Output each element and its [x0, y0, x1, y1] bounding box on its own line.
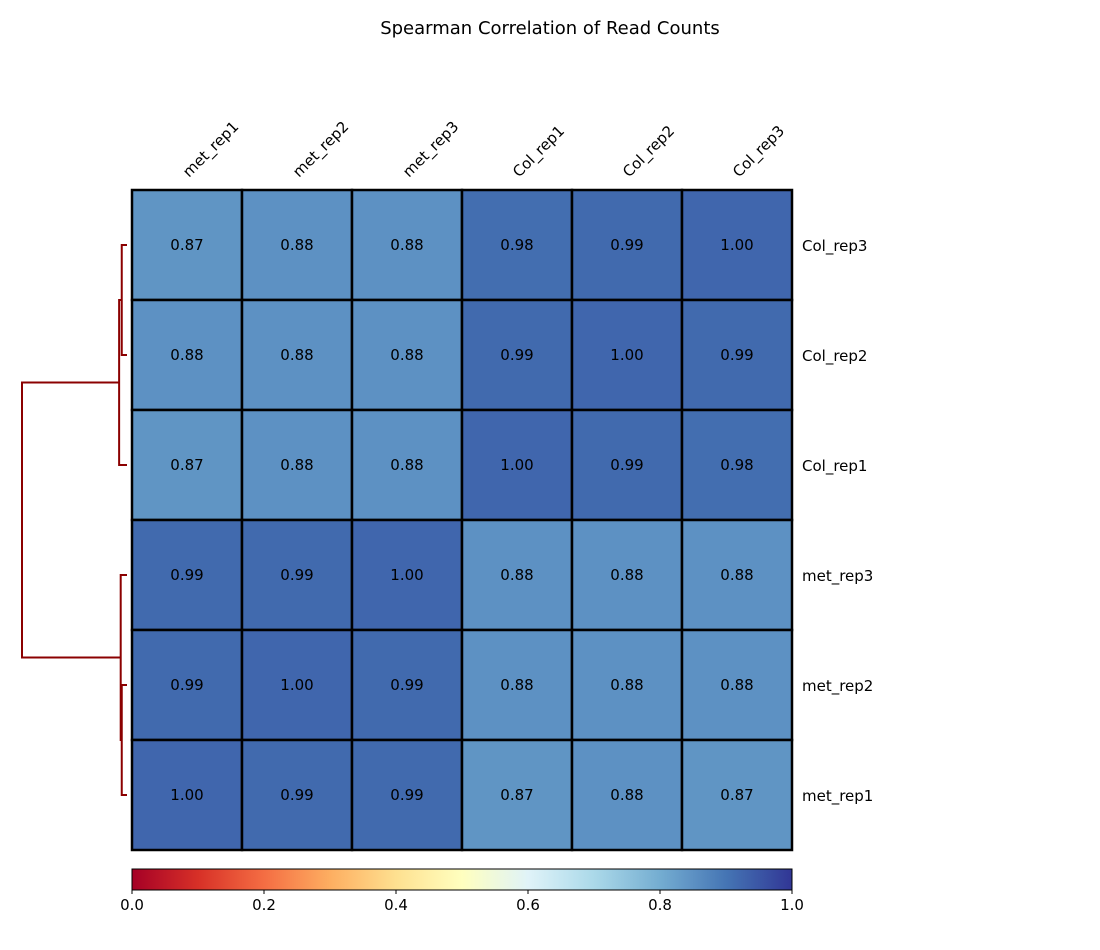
cell-value-label: 1.00: [500, 456, 533, 474]
colorbar-tick-label: 1.0: [780, 896, 804, 914]
colorbar-tick-label: 0.4: [384, 896, 408, 914]
row-label: Col_rep3: [802, 237, 867, 256]
cell-value-label: 0.98: [500, 236, 533, 254]
heatmap-cell: [460, 738, 574, 852]
cell-value-label: 1.00: [170, 786, 203, 804]
dendrogram-link: [119, 574, 127, 741]
cell-value-label: 0.99: [280, 566, 313, 584]
cell-value-label: 0.99: [610, 456, 643, 474]
heatmap-cell: [350, 518, 464, 632]
heatmap-cell: [240, 408, 354, 522]
colorbar-gradient: [131, 868, 793, 891]
cell-value-label: 0.88: [500, 566, 533, 584]
cell-value-label: 0.99: [390, 676, 423, 694]
heatmap-cell: [680, 298, 794, 412]
heatmap-cell: [460, 628, 574, 742]
cell-value-label: 0.88: [280, 236, 313, 254]
cell-value-label: 1.00: [720, 236, 753, 254]
cell-value-label: 0.88: [720, 566, 753, 584]
dendrogram-link: [120, 244, 127, 356]
cell-value-label: 1.00: [610, 346, 643, 364]
column-label: Col_rep2: [619, 122, 679, 182]
column-label: Col_rep3: [729, 122, 789, 182]
colorbar-tick-label: 0.0: [120, 896, 144, 914]
heatmap-cell: [460, 518, 574, 632]
cell-value-label: 0.87: [170, 456, 203, 474]
colorbar: 0.0 0.2 0.4 0.6 0.8 1.0: [120, 868, 804, 914]
dendrogram-link: [118, 299, 127, 466]
colorbar-tick-label: 0.2: [252, 896, 276, 914]
cell-value-label: 0.99: [170, 566, 203, 584]
row-labels: Col_rep3 Col_rep2 Col_rep1 met_rep3 met_rep2…: [802, 237, 873, 806]
dendrogram-link: [120, 684, 127, 796]
colorbar-tick-label: 0.8: [648, 896, 672, 914]
heatmap-cell: [130, 188, 244, 302]
dendrogram-link: [21, 381, 121, 659]
cell-value-label: 0.88: [500, 676, 533, 694]
cell-value-label: 0.88: [390, 456, 423, 474]
cell-value-label: 1.00: [390, 566, 423, 584]
heatmap-cell: [570, 628, 684, 742]
heatmap-cell: [460, 298, 574, 412]
cell-value-label: 0.87: [500, 786, 533, 804]
heatmap-cell: [680, 738, 794, 852]
heatmap-cell: [680, 518, 794, 632]
row-label: met_rep3: [802, 567, 873, 586]
cell-value-label: 0.99: [390, 786, 423, 804]
heatmap-cell: [460, 408, 574, 522]
cell-value-label: 0.88: [390, 236, 423, 254]
heatmap-cell: [570, 738, 684, 852]
heatmap-cell: [240, 518, 354, 632]
cell-value-label: 0.99: [280, 786, 313, 804]
cell-value-label: 0.99: [720, 346, 753, 364]
cell-value-label: 0.88: [610, 566, 643, 584]
heatmap-cell: [350, 628, 464, 742]
cell-value-label: 0.87: [170, 236, 203, 254]
heatmap-cell: [130, 518, 244, 632]
cell-value-label: 0.88: [280, 346, 313, 364]
cell-value-label: 0.88: [720, 676, 753, 694]
column-label: met_rep1: [179, 118, 243, 182]
heatmap-cell: [570, 518, 684, 632]
column-label: met_rep3: [399, 118, 463, 182]
cell-value-label: 0.88: [280, 456, 313, 474]
heatmap-cell: [240, 188, 354, 302]
row-label: Col_rep1: [802, 457, 867, 476]
cell-value-label: 0.98: [720, 456, 753, 474]
column-label: met_rep2: [289, 118, 353, 182]
row-label: Col_rep2: [802, 347, 867, 366]
chart-title: Spearman Correlation of Read Counts: [380, 18, 720, 39]
colorbar-tick-label: 0.6: [516, 896, 540, 914]
cell-value-label: 0.88: [610, 786, 643, 804]
heatmap-cells: 0.87 0.88 0.88 0.98 0.99 1.00 0.88 0.88 0.88 0.99…: [130, 188, 794, 852]
row-dendrogram: [21, 244, 127, 796]
cell-value-label: 0.99: [500, 346, 533, 364]
cell-value-label: 1.00: [280, 676, 313, 694]
heatmap-cell: [570, 408, 684, 522]
cell-value-label: 0.99: [170, 676, 203, 694]
heatmap-cell: [240, 298, 354, 412]
column-labels: met_rep1 met_rep2 met_rep3 Col_rep1 Col_rep2…: [179, 118, 789, 182]
heatmap-cell: [680, 408, 794, 522]
heatmap-cell: [680, 188, 794, 302]
column-label: Col_rep1: [509, 122, 569, 182]
cell-value-label: 0.87: [720, 786, 753, 804]
cell-value-label: 0.88: [390, 346, 423, 364]
row-label: met_rep1: [802, 787, 873, 806]
row-label: met_rep2: [802, 677, 873, 696]
cell-value-label: 0.99: [610, 236, 643, 254]
heatmap-cell: [130, 738, 244, 852]
cell-value-label: 0.88: [170, 346, 203, 364]
heatmap-cell: [680, 628, 794, 742]
cell-value-label: 0.88: [610, 676, 643, 694]
